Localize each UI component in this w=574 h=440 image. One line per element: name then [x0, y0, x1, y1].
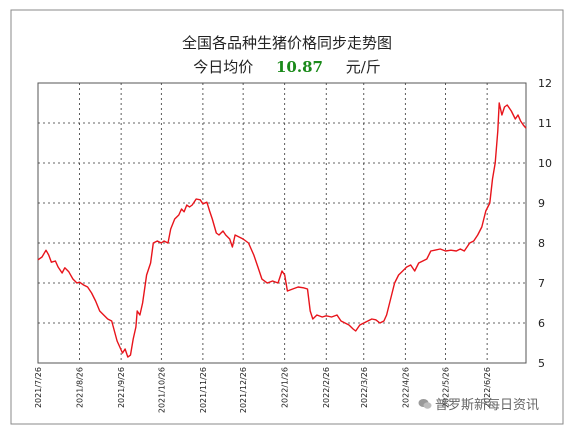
x-tick-label: 2022/6/26 — [483, 367, 492, 408]
avg-price-value: 10.87 — [275, 58, 323, 76]
y-tick-label: 8 — [538, 237, 545, 250]
grid-lines — [38, 83, 526, 363]
y-tick-label: 6 — [538, 317, 545, 330]
x-tick-label: 2021/10/26 — [157, 367, 166, 413]
series-layer — [37, 102, 527, 358]
x-tick-label: 2021/12/26 — [239, 367, 248, 413]
x-tick-label: 2021/7/26 — [34, 367, 43, 408]
y-tick-label: 5 — [538, 357, 545, 370]
y-tick-label: 10 — [538, 157, 552, 170]
avg-price-label: 今日均价 — [193, 58, 254, 76]
x-axis-ticks: 2021/7/26 2021/8/26 2021/9/26 2021/10/26 202… — [34, 367, 492, 413]
x-tick-label: 2021/9/26 — [117, 367, 126, 408]
y-tick-label: 12 — [538, 77, 552, 90]
x-tick-label: 2021/8/26 — [76, 367, 85, 408]
x-tick-label: 2022/2/26 — [322, 367, 331, 408]
y-axis-ticks: 5 6 7 8 9 10 11 12 — [538, 77, 552, 370]
series-line — [37, 102, 527, 358]
x-tick-label: 2021/11/26 — [199, 367, 208, 413]
x-tick-label: 2022/5/26 — [442, 367, 451, 408]
avg-price-unit: 元/斤 — [345, 58, 381, 76]
y-tick-label: 11 — [538, 117, 552, 130]
wechat-icon — [418, 399, 432, 409]
y-tick-label: 7 — [538, 277, 545, 290]
watermark: 普罗斯新每日资讯 — [418, 394, 539, 413]
chart-title: 全国各品种生猪价格同步走势图 — [181, 34, 392, 52]
x-tick-label: 2022/4/26 — [401, 367, 410, 408]
watermark-text: 普罗斯新每日资讯 — [435, 398, 540, 413]
x-tick-label: 2022/1/26 — [281, 367, 290, 408]
x-tick-label: 2022/3/26 — [360, 367, 369, 408]
plot-area — [37, 82, 527, 364]
y-tick-label: 9 — [538, 197, 545, 210]
chart-subtitle: 今日均价 10.87 元/斤 — [0, 56, 574, 77]
